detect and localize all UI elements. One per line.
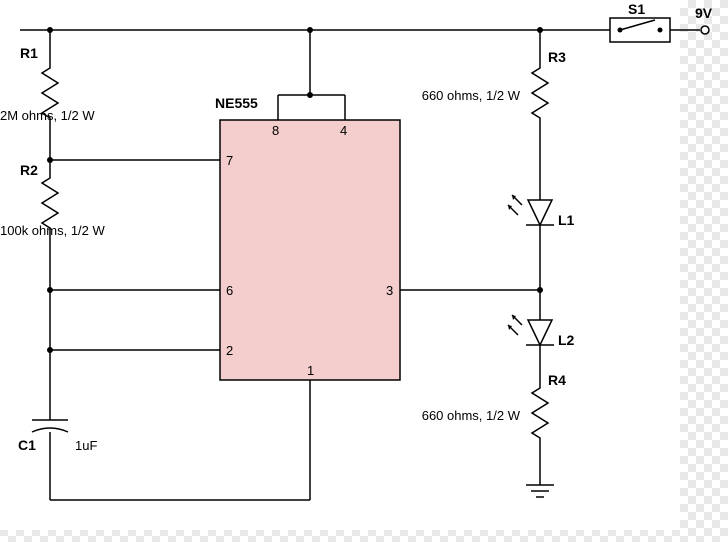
l2-ref: L2 bbox=[558, 332, 575, 348]
ic-ne555: NE555 8 4 7 6 2 3 1 bbox=[215, 95, 400, 380]
pin8: 8 bbox=[272, 123, 279, 138]
r3-value: 660 ohms, 1/2 W bbox=[422, 88, 521, 103]
c1-ref: C1 bbox=[18, 437, 36, 453]
r1-value: 2M ohms, 1/2 W bbox=[0, 108, 95, 123]
l1-ref: L1 bbox=[558, 212, 575, 228]
ic-label: NE555 bbox=[215, 95, 258, 111]
pin3: 3 bbox=[386, 283, 393, 298]
vcc-terminal bbox=[701, 26, 709, 34]
pin1: 1 bbox=[307, 363, 314, 378]
pin2: 2 bbox=[226, 343, 233, 358]
r1-ref: R1 bbox=[20, 45, 38, 61]
vcc-label: 9V bbox=[695, 5, 713, 21]
pin4: 4 bbox=[340, 123, 347, 138]
pin7: 7 bbox=[226, 153, 233, 168]
r2-value: 100k ohms, 1/2 W bbox=[0, 223, 105, 238]
r2-ref: R2 bbox=[20, 162, 38, 178]
circuit-diagram: S1 9V R1 2M ohms, 1/2 W R2 100k ohms, 1/… bbox=[0, 0, 728, 542]
pin6: 6 bbox=[226, 283, 233, 298]
c1-value: 1uF bbox=[75, 438, 97, 453]
s1-ref: S1 bbox=[628, 1, 645, 17]
r4-ref: R4 bbox=[548, 372, 566, 388]
r3-ref: R3 bbox=[548, 49, 566, 65]
r4-value: 660 ohms, 1/2 W bbox=[422, 408, 521, 423]
